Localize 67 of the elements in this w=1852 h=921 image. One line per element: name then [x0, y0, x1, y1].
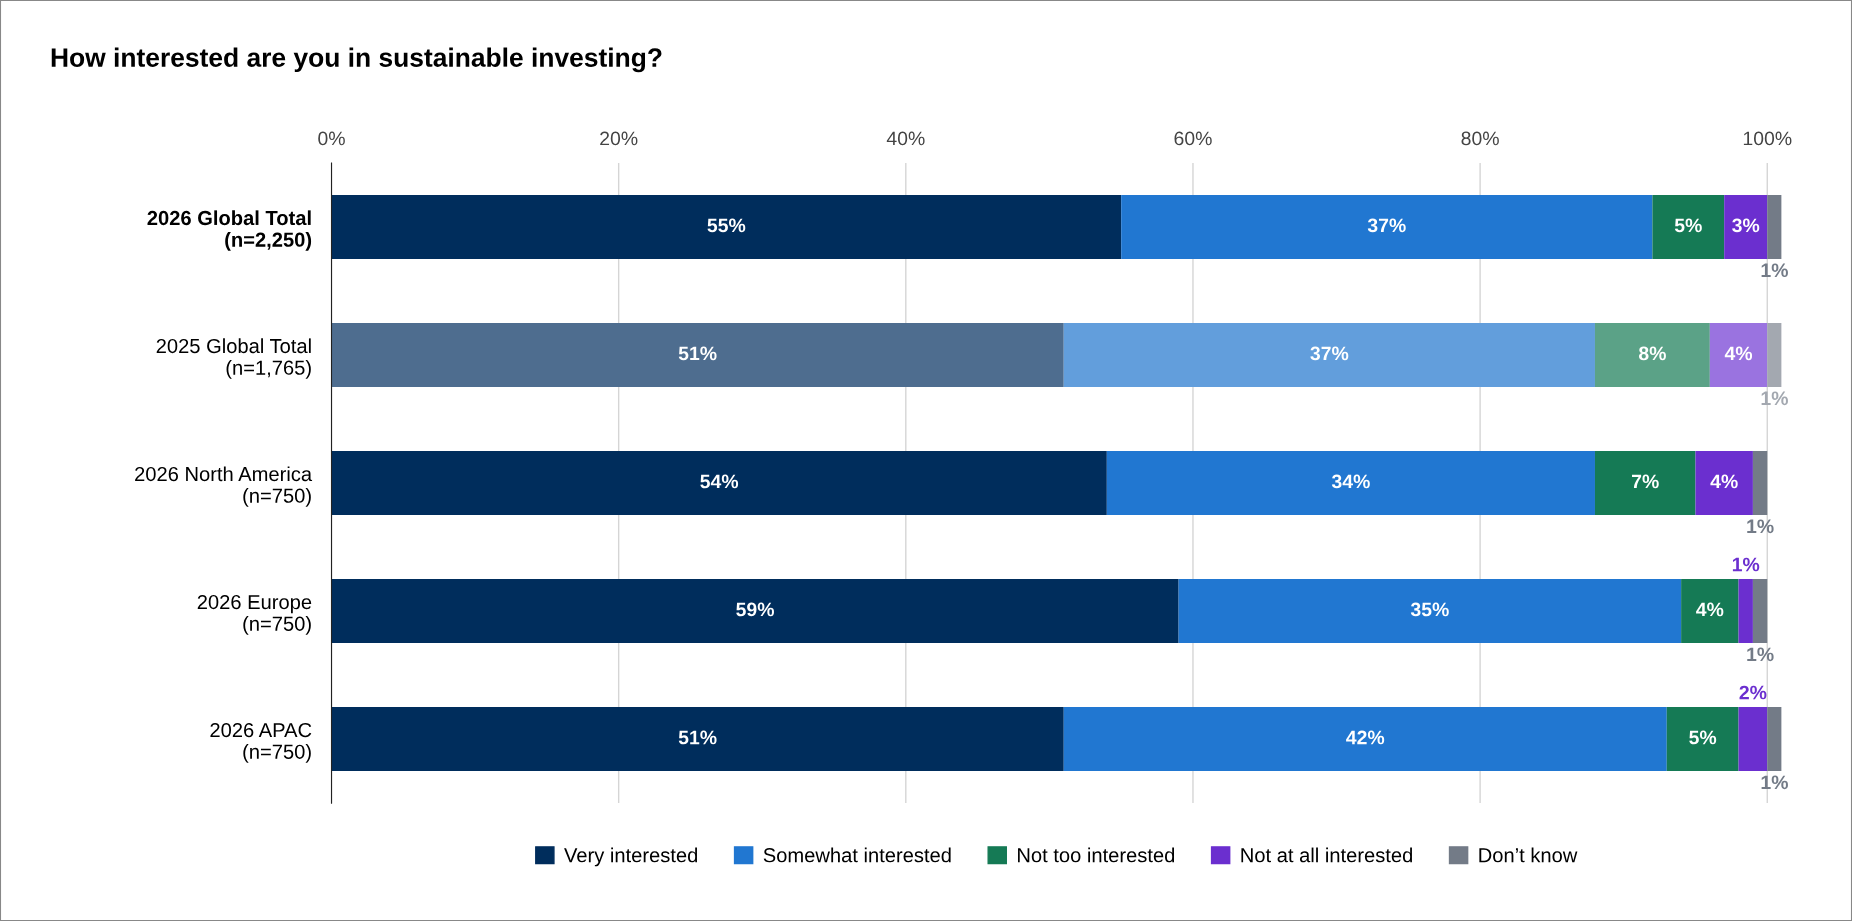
bar [1767, 707, 1782, 772]
data-label: 1% [1747, 647, 1774, 662]
bar [1594, 323, 1710, 388]
bar [1666, 707, 1739, 772]
bar [1724, 195, 1768, 260]
legend-label: Very interested [564, 847, 698, 867]
legend-label: Not at all interested [1241, 847, 1412, 863]
bar [1767, 323, 1782, 388]
data-label: 37% [1367, 218, 1406, 233]
bar [1752, 451, 1768, 516]
x-tick-label: 40% [886, 131, 925, 146]
data-label: 1% [1761, 775, 1788, 790]
bar [1652, 195, 1725, 260]
data-label: 1% [1732, 557, 1760, 572]
bar [331, 707, 1064, 772]
data-label: 42% [1346, 730, 1385, 745]
legend-label: Not too interested [1018, 847, 1175, 863]
data-label: 1% [1747, 519, 1774, 534]
legend-label: Don’t know [1479, 847, 1578, 863]
bar [1106, 451, 1595, 516]
data-label: 34% [1331, 474, 1370, 489]
bar [1695, 451, 1753, 516]
data-label: 5% [1689, 730, 1717, 745]
bar [1594, 451, 1696, 516]
bar [1178, 579, 1682, 644]
bar [1752, 579, 1768, 644]
data-label: 5% [1674, 218, 1702, 233]
bar [1738, 707, 1768, 772]
bar [331, 195, 1122, 260]
bar [331, 451, 1107, 516]
bar [331, 323, 1064, 388]
data-label: 51% [678, 730, 717, 745]
data-label: 51% [678, 346, 717, 361]
data-label: 7% [1632, 474, 1659, 489]
data-label: 54% [700, 474, 739, 489]
data-label: 4% [1710, 474, 1738, 489]
bar [1121, 195, 1653, 260]
x-tick-label: 0% [318, 131, 345, 146]
bar [1063, 323, 1595, 388]
bar [1738, 579, 1753, 644]
data-label: 2% [1739, 685, 1767, 700]
bar [1767, 195, 1782, 260]
data-label: 3% [1732, 218, 1760, 233]
y-tick-label: 2026 Europe (n=750) [197, 594, 312, 635]
data-label: 37% [1310, 346, 1349, 361]
data-label: 4% [1724, 346, 1753, 361]
data-label: 1% [1761, 263, 1788, 278]
data-label: 35% [1410, 602, 1449, 617]
data-label: 1% [1761, 391, 1788, 406]
y-tick-label: 2026 APAC (n=750) [210, 722, 312, 763]
bar [1063, 707, 1667, 772]
bar [1681, 579, 1739, 644]
chart-title: How interested are you in sustainable investing? [51, 47, 662, 73]
data-label: 8% [1638, 346, 1666, 361]
data-label: 4% [1696, 602, 1724, 617]
legend-label: Somewhat interested [763, 847, 951, 863]
x-tick-label: 100% [1743, 131, 1792, 146]
x-tick-label: 80% [1461, 131, 1499, 146]
y-tick-label: 2025 Global Total (n=1,765) [156, 338, 311, 379]
x-tick-label: 20% [600, 131, 638, 146]
bar [1709, 323, 1768, 388]
y-tick-label: 2026 Global Total (n=2,250) [147, 210, 312, 251]
data-label: 59% [736, 602, 774, 617]
y-tick-label: 2026 North America (n=750) [135, 466, 313, 507]
bar [331, 579, 1179, 644]
x-tick-label: 60% [1174, 131, 1212, 146]
data-label: 55% [707, 218, 746, 233]
